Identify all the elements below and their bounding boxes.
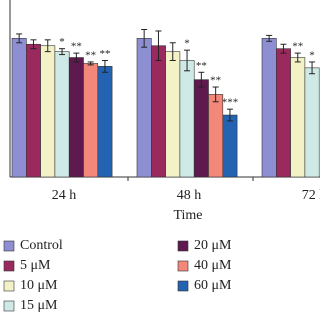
legend-label: 20 μM bbox=[194, 238, 232, 253]
bar bbox=[290, 57, 306, 178]
legend-swatch bbox=[3, 260, 15, 272]
significance: *** bbox=[222, 97, 239, 109]
legend-swatch bbox=[177, 240, 189, 252]
bar bbox=[11, 38, 27, 178]
x-axis-title: Time bbox=[173, 208, 202, 223]
legend-label: 60 μM bbox=[194, 278, 232, 293]
x-tick-label: 72 h bbox=[302, 188, 320, 203]
significance: ** bbox=[85, 49, 96, 61]
bar bbox=[136, 38, 152, 178]
x-tick-label: 48 h bbox=[177, 188, 202, 203]
significance: ** bbox=[99, 48, 110, 60]
significance: ** bbox=[292, 41, 303, 53]
bar bbox=[222, 114, 238, 178]
significance: * bbox=[309, 49, 315, 61]
bar bbox=[97, 66, 113, 178]
bar bbox=[40, 45, 56, 178]
legend-label: Control bbox=[20, 238, 63, 253]
bar bbox=[165, 51, 181, 178]
bar bbox=[83, 63, 99, 178]
bar bbox=[179, 60, 195, 178]
legend-swatch bbox=[3, 280, 15, 292]
significance: * bbox=[184, 38, 190, 50]
significance: * bbox=[59, 36, 65, 48]
bar bbox=[208, 94, 224, 178]
bar bbox=[151, 45, 166, 178]
significance: ** bbox=[196, 60, 207, 72]
legend-swatch bbox=[3, 240, 15, 252]
bar bbox=[68, 57, 84, 178]
legend-label: 40 μM bbox=[194, 258, 232, 273]
significance: ** bbox=[210, 75, 221, 87]
bar bbox=[304, 67, 320, 178]
legend-label: 10 μM bbox=[20, 278, 58, 293]
bar bbox=[54, 51, 70, 178]
legend-label: 5 μM bbox=[20, 258, 51, 273]
x-tick-label: 24 h bbox=[52, 188, 77, 203]
legend-label: 15 μM bbox=[20, 298, 58, 313]
legend-swatch bbox=[3, 300, 15, 312]
bar bbox=[261, 38, 277, 178]
bar bbox=[193, 79, 209, 178]
legend-swatch bbox=[177, 280, 189, 292]
legend-swatch bbox=[177, 260, 189, 272]
bar bbox=[25, 43, 41, 178]
significance: ** bbox=[71, 41, 82, 53]
bar bbox=[275, 48, 291, 178]
